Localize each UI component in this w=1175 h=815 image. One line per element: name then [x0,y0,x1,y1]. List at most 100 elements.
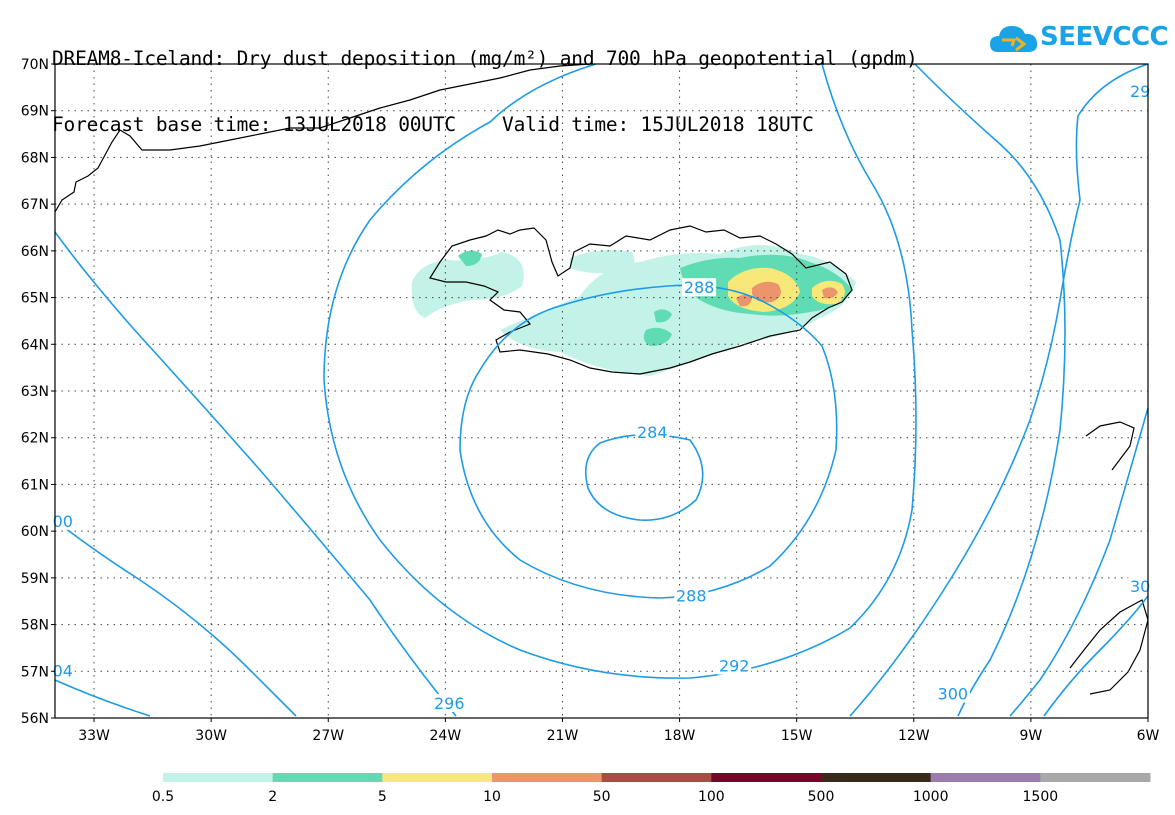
geopotential-contours [54,63,1149,717]
legend-label: 5 [378,789,387,805]
dust-deposition-map: 288 284 288 292 296 300 00 04 30 29 70N 69N 68N 67N 6… [21,57,1160,744]
contour-label-bg [935,684,970,703]
lat-tick-label: 70N [21,57,49,73]
dust-area-orange-1 [752,281,781,303]
logo-text: SEEVCCC [1040,22,1169,52]
dust-area-orange-2 [736,295,752,307]
contour-label-bg [717,656,752,675]
lat-tick-label: 67N [21,197,49,213]
contour-label: 292 [719,657,750,676]
lat-tick-label: 59N [21,571,49,587]
iceland-coastline [429,225,853,375]
legend-label: 500 [808,789,835,805]
lat-tick-label: 68N [21,150,49,166]
contour-284 [584,433,704,521]
legend-bin [1040,773,1151,782]
dust-area-central [570,250,635,274]
lon-tick-label: 27W [312,728,344,744]
contour-label-bg [50,511,75,530]
lon-tick-label: 24W [430,728,462,744]
contour-label-bg [1128,577,1153,596]
contour-304-right [1043,595,1149,717]
lon-tick-label: 30W [195,728,227,744]
contour-label-bg [682,278,717,297]
contour-label: 284 [637,423,668,442]
lat-tick-label: 62N [21,431,49,447]
contour-label-bg [432,693,467,712]
lat-tick-label: 60N [21,524,49,540]
lat-tick-label: 69N [21,104,49,120]
contour-label-bg [1128,82,1153,101]
lat-tick-label: 61N [21,477,49,493]
lat-tick-label: 66N [21,244,49,260]
contour-300-left [54,519,297,717]
contour-label: 04 [53,661,73,680]
longitude-labels: 33W 30W 27W 24W 21W 18W 15W 12W 9W 6W [78,718,1160,744]
dust-area-orange-3 [822,287,838,299]
legend-bin [930,773,1041,782]
greenland-coastline [54,63,591,213]
contour-label-bg [50,661,75,680]
legend-bin [821,773,932,782]
contour-288 [459,284,838,599]
latitude-labels: 70N 69N 68N 67N 66N 65N 64N 63N 62N 61N 60N 59N 58N 5… [21,57,55,727]
lat-tick-label: 58N [21,618,49,634]
contour-label: 30 [1130,577,1150,596]
lon-tick-label: 33W [78,728,110,744]
legend-labels: 0.5 2 5 10 50 100 500 1000 1500 [152,789,1058,805]
contour-296b [914,63,1066,717]
legend-label: 2 [268,789,277,805]
contour-300b-right [1009,407,1149,717]
contour-label: 296 [434,694,465,713]
lon-tick-label: 18W [664,728,696,744]
lat-tick-label: 65N [21,291,49,307]
legend-label: 1000 [913,789,949,805]
contour-296 [54,231,457,717]
lon-tick-label: 9W [1020,728,1043,744]
coastline [54,63,1149,695]
lat-tick-label: 57N [21,664,49,680]
contour-label-bg [635,423,670,442]
contour-label: 300 [938,685,969,704]
contour-label: 288 [676,587,707,606]
legend-bin [272,773,383,782]
seevccc-logo: SEEVCCC [988,18,1169,58]
dust-area-green-4 [458,250,482,266]
title-line-2: Forecast base time: 13JUL2018 00UTC Vali… [52,113,814,136]
contour-300-right [849,63,1149,717]
contour-304 [54,679,151,717]
lon-tick-label: 15W [781,728,813,744]
contour-292 [323,63,917,679]
contour-label: 00 [53,512,73,531]
dust-area-green-3 [654,309,672,323]
lat-tick-label: 56N [21,711,49,727]
legend-label: 10 [483,789,501,805]
lat-tick-label: 63N [21,384,49,400]
contour-label: 29 [1130,82,1150,101]
legend-label: 50 [593,789,611,805]
dust-deposition-shading [411,245,856,376]
legend-bin [163,773,274,782]
lon-tick-label: 12W [898,728,930,744]
dust-area-green-2 [643,327,672,346]
lon-tick-label: 6W [1137,728,1160,744]
legend-label: 0.5 [152,789,174,805]
legend-bin [382,773,493,782]
legend-bins [163,773,1151,782]
contour-labels: 288 284 288 292 296 300 00 04 30 29 [50,82,1153,713]
contour-label-bg [674,586,709,605]
legend-label: 1500 [1023,789,1059,805]
cloud-icon [990,26,1038,52]
dust-area-west [411,252,524,318]
lat-tick-label: 64N [21,337,49,353]
legend-bin [711,773,822,782]
legend-bin [492,773,603,782]
contour-label: 288 [684,278,715,297]
graticule [55,64,1148,718]
legend-bin [601,773,712,782]
ireland-coastline [1069,599,1149,695]
legend-label: 100 [698,789,725,805]
lon-tick-label: 21W [547,728,579,744]
scotland-coastline [1085,421,1135,471]
